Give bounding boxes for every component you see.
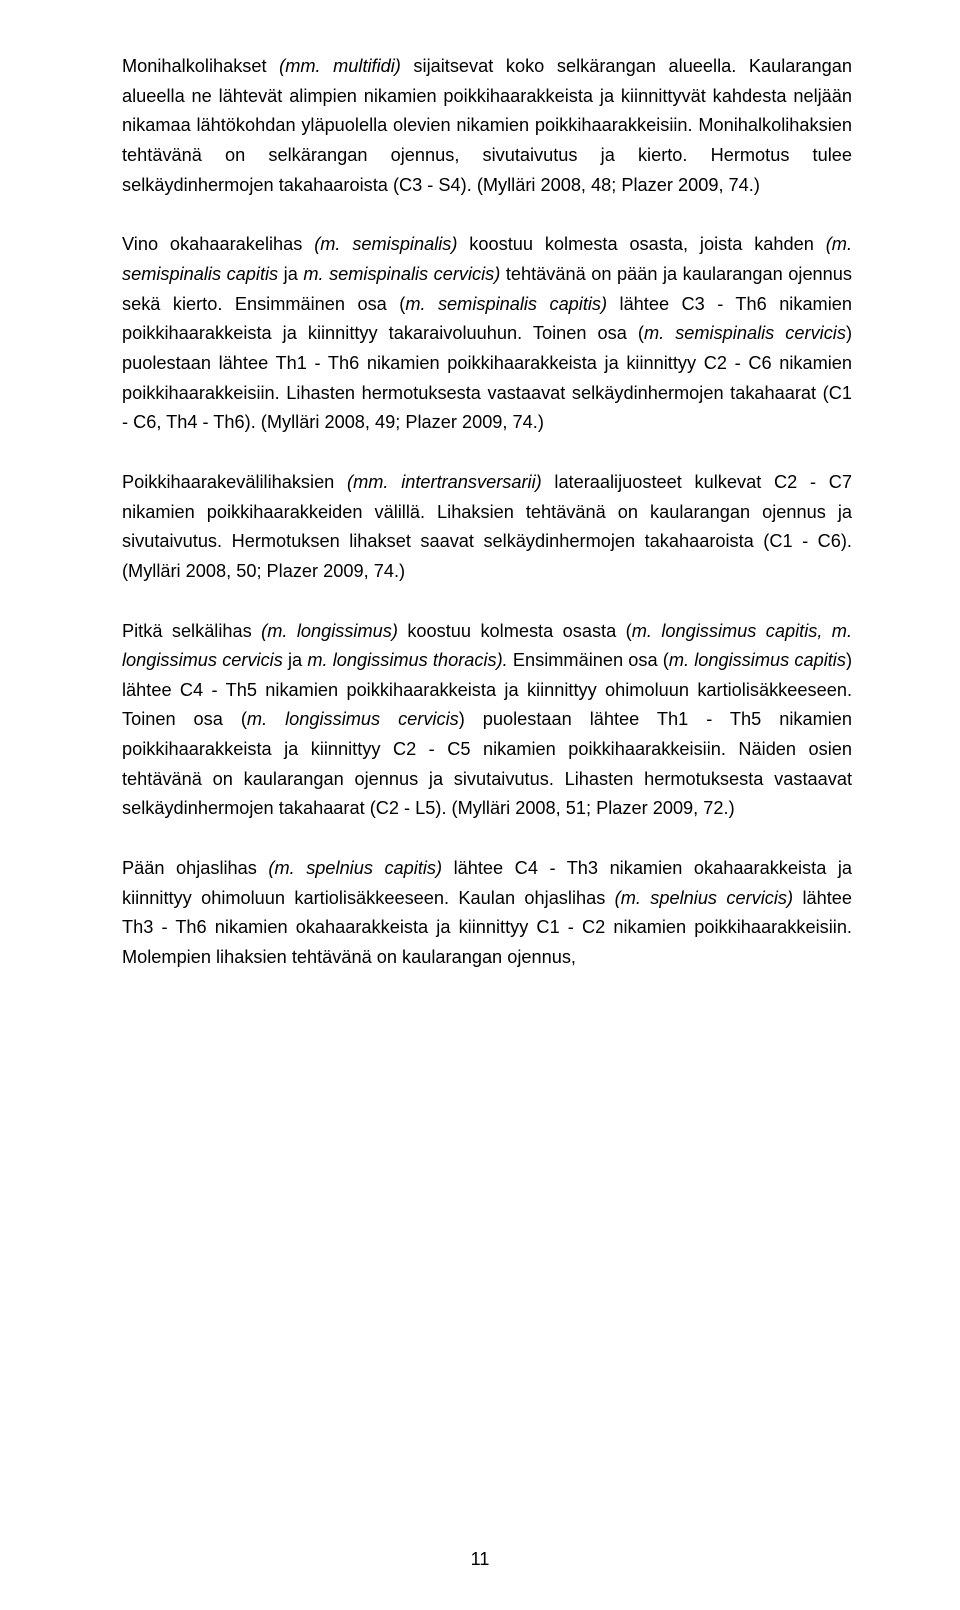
text-run-italic: m. semispinalis capitis) — [405, 294, 607, 314]
text-run-italic: m. longissimus thoracis). — [307, 650, 507, 670]
text-run: Ensimmäinen osa ( — [508, 650, 669, 670]
paragraph-2: Vino okahaarakelihas (m. semispinalis) k… — [122, 230, 852, 438]
paragraph-3: Poikkihaarakevälilihaksien (mm. intertra… — [122, 468, 852, 587]
page-number: 11 — [0, 1549, 960, 1570]
text-run: koostuu kolmesta osasta ( — [398, 621, 632, 641]
text-run-italic: (m. semispinalis) — [314, 234, 457, 254]
paragraph-5: Pään ohjaslihas (m. spelnius capitis) lä… — [122, 854, 852, 973]
text-run-italic: (m. spelnius capitis) — [268, 858, 442, 878]
text-run-italic: m. longissimus capitis — [669, 650, 846, 670]
document-page: Monihalkolihakset (mm. multifidi) sijait… — [0, 0, 960, 1610]
paragraph-4: Pitkä selkälihas (m. longissimus) koostu… — [122, 617, 852, 825]
text-run-italic: (mm. intertransversarii) — [347, 472, 542, 492]
text-run-italic: (m. spelnius cervicis) — [615, 888, 793, 908]
text-run: Vino okahaarakelihas — [122, 234, 314, 254]
text-run: ja — [278, 264, 303, 284]
text-run-italic: m. semispinalis cervicis — [644, 323, 846, 343]
text-run: Pitkä selkälihas — [122, 621, 261, 641]
text-run-italic: (mm. multifidi) — [279, 56, 401, 76]
text-run: Poikkihaarakevälilihaksien — [122, 472, 347, 492]
text-run-italic: (m. longissimus) — [261, 621, 398, 641]
text-run: Monihalkolihakset — [122, 56, 279, 76]
text-run: ja — [283, 650, 308, 670]
text-run: koostuu kolmesta osasta, joista kahden — [457, 234, 825, 254]
text-run: sijaitsevat koko selkärangan alueella. K… — [122, 56, 852, 195]
text-run-italic: m. longissimus cervicis — [247, 709, 459, 729]
text-run: Pään ohjaslihas — [122, 858, 268, 878]
text-run-italic: m. semispinalis cervicis) — [303, 264, 500, 284]
paragraph-1: Monihalkolihakset (mm. multifidi) sijait… — [122, 52, 852, 200]
